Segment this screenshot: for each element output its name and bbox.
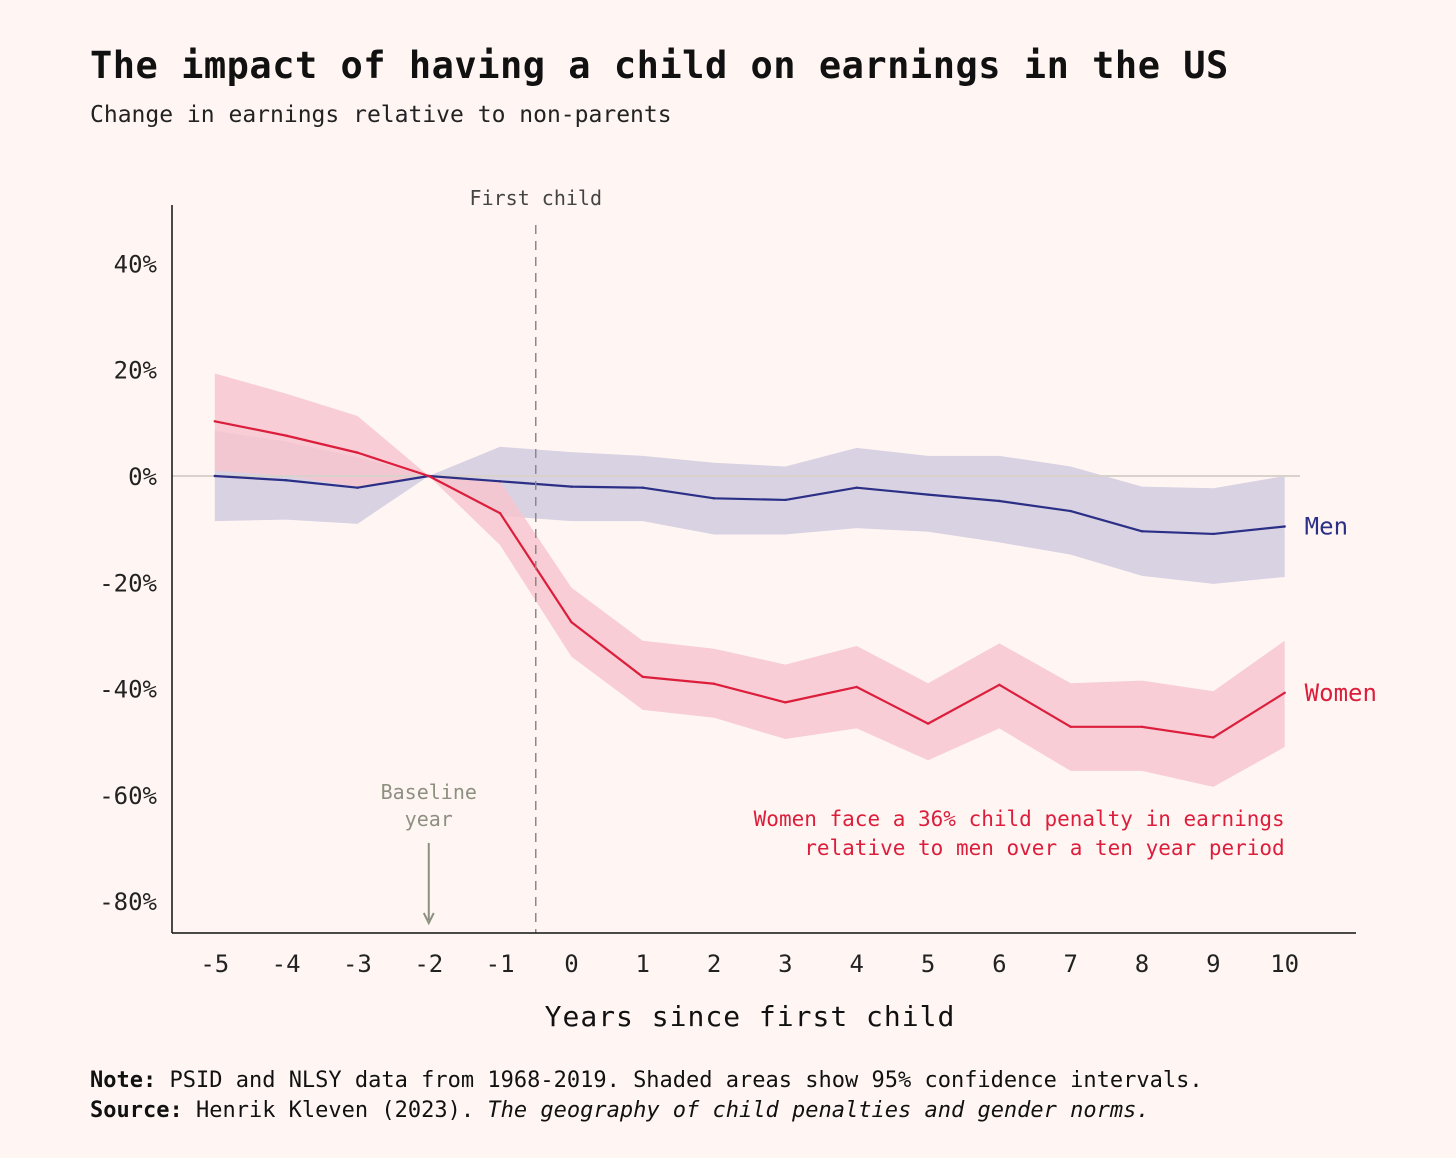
point-women-2 <box>712 682 716 685</box>
x-tick-label: 0 <box>564 950 578 978</box>
source-title: The geography of child penalties and gen… <box>487 1098 1150 1123</box>
x-tick-label: 8 <box>1135 950 1149 978</box>
x-tick-label: 1 <box>636 950 650 978</box>
series-lines <box>213 420 1286 739</box>
source-line: Source: Henrik Kleven (2023). The geogra… <box>90 1096 1203 1126</box>
point-men-5 <box>926 493 930 496</box>
point-men-4 <box>855 486 858 489</box>
baseline-label-line2: year <box>405 807 453 831</box>
callout-line2: relative to men over a ten year period <box>804 836 1284 860</box>
point-men-0 <box>570 485 573 488</box>
y-tick-label: -60% <box>99 782 157 810</box>
chart-subtitle: Change in earnings relative to non-paren… <box>90 102 672 128</box>
x-tick-label: 3 <box>778 950 792 978</box>
point-men-8 <box>1140 530 1144 533</box>
point-women-0 <box>570 620 573 624</box>
point-men--1 <box>498 480 502 483</box>
point-men-10 <box>1283 525 1286 528</box>
baseline-arrow-head <box>422 912 435 926</box>
x-tick-label: 5 <box>921 950 935 978</box>
point-women-6 <box>998 683 1001 687</box>
point-men-2 <box>712 497 716 500</box>
point-women-10 <box>1283 691 1286 695</box>
footnote: Note: PSID and NLSY data from 1968-2019.… <box>90 1066 1203 1126</box>
point-men-7 <box>1069 509 1072 513</box>
point-women-5 <box>926 722 930 725</box>
point-men-1 <box>641 486 644 489</box>
point-men-3 <box>784 498 787 502</box>
point-women-1 <box>641 675 644 679</box>
series-labels: Men Women <box>1305 512 1377 706</box>
y-tick-label: -40% <box>99 676 157 704</box>
point-women-8 <box>1140 725 1144 729</box>
series-label-women: Women <box>1305 679 1377 707</box>
x-tick-label: -3 <box>343 950 372 978</box>
x-tick-label: -5 <box>200 950 229 978</box>
baseline-label-line1: Baseline <box>381 780 477 804</box>
y-tick-label: -20% <box>99 569 157 597</box>
first-child-label: First child <box>470 186 602 210</box>
band-men <box>214 430 1285 584</box>
point-women-9 <box>1212 736 1215 739</box>
source-label: Source: <box>90 1098 183 1123</box>
point-women-3 <box>784 701 787 704</box>
point-men-9 <box>1212 532 1215 536</box>
note-text: PSID and NLSY data from 1968-2019. Shade… <box>169 1068 1203 1093</box>
note-label: Note: <box>90 1068 157 1093</box>
point-women--1 <box>498 512 502 515</box>
point-women-4 <box>855 685 858 689</box>
point-men--3 <box>356 486 359 489</box>
point-men-6 <box>998 499 1001 503</box>
series-label-men: Men <box>1305 512 1348 540</box>
x-axis-title: Years since first child <box>545 1000 956 1033</box>
point-women--3 <box>356 451 359 454</box>
y-tick-label: 20% <box>114 357 158 385</box>
y-tick-label: -80% <box>99 888 157 916</box>
x-tick-label: 2 <box>707 950 721 978</box>
x-tick-label: 10 <box>1270 950 1299 978</box>
x-tick-label: -2 <box>414 950 443 978</box>
line-women <box>214 420 1286 739</box>
line-men <box>214 474 1285 536</box>
point-women--2 <box>427 474 430 478</box>
x-tick-label: 7 <box>1063 950 1077 978</box>
point-men--4 <box>284 479 288 482</box>
note-line: Note: PSID and NLSY data from 1968-2019.… <box>90 1066 1203 1096</box>
band-women <box>214 373 1285 787</box>
x-tick-labels: -5 -4 -3 -2 -1 0 1 2 3 4 5 6 7 8 9 10 <box>200 950 1299 978</box>
point-women--5 <box>213 420 216 423</box>
x-tick-label: 4 <box>849 950 863 978</box>
y-tick-labels: 40% 20% 0% -20% -40% -60% -80% <box>99 250 157 916</box>
x-tick-label: 6 <box>992 950 1006 978</box>
point-women-7 <box>1069 725 1072 729</box>
chart-title: The impact of having a child on earnings… <box>90 44 1229 87</box>
confidence-bands <box>214 373 1285 787</box>
point-women--4 <box>284 434 288 437</box>
callout-line1: Women face a 36% child penalty in earnin… <box>754 807 1285 831</box>
x-tick-label: 9 <box>1206 950 1220 978</box>
y-tick-label: 40% <box>114 250 158 278</box>
x-tick-label: -4 <box>272 950 301 978</box>
y-tick-label: 0% <box>128 463 157 491</box>
source-text: Henrik Kleven (2023). <box>195 1098 475 1123</box>
point-men--5 <box>213 474 216 478</box>
x-tick-label: -1 <box>486 950 515 978</box>
